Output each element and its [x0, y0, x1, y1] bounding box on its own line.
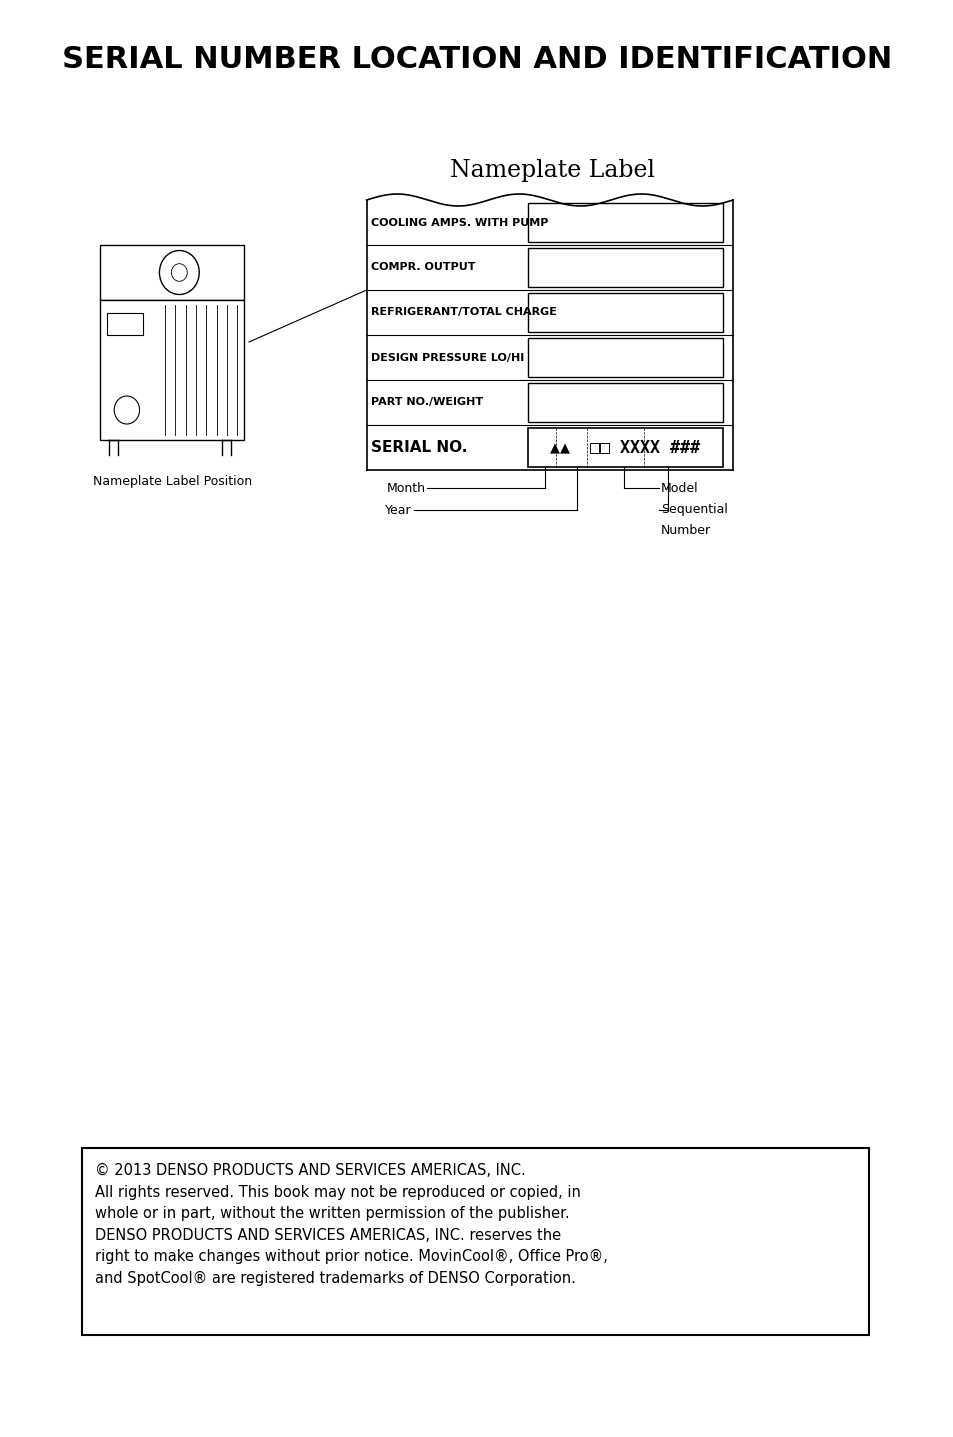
Bar	[527, 293, 722, 332]
Text: © 2013 DENSO PRODUCTS AND SERVICES AMERICAS, INC.
All rights reserved. This book: © 2013 DENSO PRODUCTS AND SERVICES AMERI…	[95, 1163, 607, 1286]
Text: Model: Model	[660, 481, 698, 494]
Text: SERIAL NUMBER LOCATION AND IDENTIFICATION: SERIAL NUMBER LOCATION AND IDENTIFICATIO…	[62, 46, 891, 75]
Text: Month: Month	[386, 481, 425, 494]
Bar	[527, 338, 722, 376]
Text: COOLING AMPS. WITH PUMP: COOLING AMPS. WITH PUMP	[371, 217, 548, 227]
Text: PART NO./WEIGHT: PART NO./WEIGHT	[371, 398, 483, 408]
Text: COMPR. OUTPUT: COMPR. OUTPUT	[371, 263, 476, 273]
Bar	[527, 249, 722, 287]
Bar	[527, 384, 722, 422]
Text: DESIGN PRESSURE LO/HI: DESIGN PRESSURE LO/HI	[371, 352, 524, 362]
Bar	[82, 1148, 868, 1335]
Text: Sequential: Sequential	[660, 503, 727, 516]
Text: ▲▲  □□ XXXX ###: ▲▲ □□ XXXX ###	[550, 438, 700, 457]
Bar	[527, 428, 722, 467]
Text: REFRIGERANT/TOTAL CHARGE: REFRIGERANT/TOTAL CHARGE	[371, 308, 557, 318]
Text: Year: Year	[385, 503, 412, 516]
Bar	[100, 300, 244, 440]
Bar	[107, 313, 143, 335]
Text: SERIAL NO.: SERIAL NO.	[371, 440, 467, 456]
Bar	[527, 203, 722, 241]
Bar	[100, 244, 244, 300]
Text: Nameplate Label Position: Nameplate Label Position	[92, 476, 252, 489]
Text: Number: Number	[660, 523, 710, 536]
Text: Nameplate Label: Nameplate Label	[449, 158, 654, 181]
